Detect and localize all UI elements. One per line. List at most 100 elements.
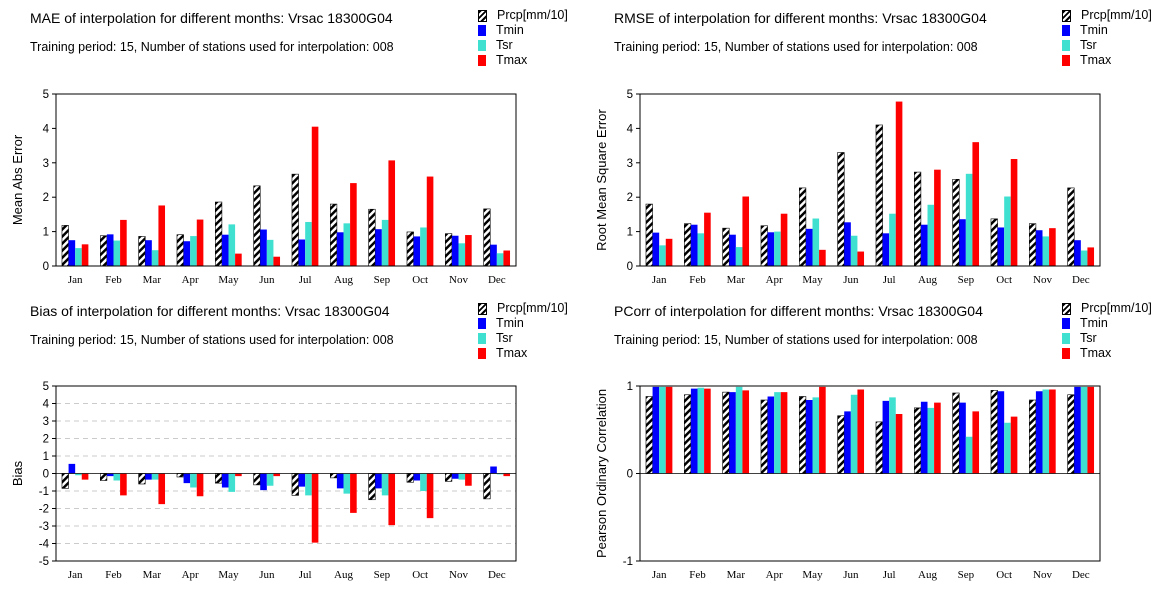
bar-tsr-feb: [697, 387, 705, 474]
legend-item-prcp: Prcp[mm/10]: [1062, 8, 1152, 23]
chart-subtitle: Training period: 15, Number of stations …: [30, 40, 394, 54]
legend-item-tsr: Tsr: [478, 331, 568, 346]
bar-tsr-sep: [381, 219, 389, 266]
x-tick-label: Jan: [68, 569, 83, 581]
x-tick-label: Apr: [766, 274, 783, 286]
bar-tsr-mar: [151, 250, 159, 266]
red-swatch-icon: [1062, 348, 1070, 359]
bar-tmax-dec: [503, 250, 511, 266]
bar-tmax-may: [819, 249, 826, 266]
y-tick-label: 0: [627, 469, 633, 481]
bar-tmax-apr: [196, 219, 204, 266]
bar-prcp-sep: [952, 179, 960, 267]
bar-tmax-jan: [81, 244, 89, 266]
bar-prcp-oct: [406, 473, 414, 483]
bar-tmin-aug: [920, 401, 928, 474]
y-tick-label: -2: [39, 504, 49, 516]
bar-tsr-jan: [659, 245, 666, 266]
y-tick-label: -1: [39, 486, 49, 498]
legend-label: Tsr: [496, 331, 513, 345]
bar-tsr-jul: [305, 473, 312, 496]
bar-tsr-mar: [735, 386, 743, 474]
bar-tmin-sep: [375, 229, 382, 266]
x-tick-label: Apr: [182, 569, 199, 581]
mae-panel: MAE of interpolation for different month…: [0, 0, 583, 294]
mae-plot: 0 1 2 3 4 5 Jan Feb Mar Apr May Jun Jul Aug Sep Oct Nov D…: [10, 89, 517, 286]
bar-tsr-oct: [420, 473, 427, 491]
legend-item-tsr: Tsr: [1062, 38, 1152, 53]
y-tick-label: 5: [43, 381, 49, 393]
legend-item-tmin: Tmin: [1062, 23, 1152, 38]
bar-prcp-sep: [368, 208, 376, 267]
bar-tmax-jun: [273, 256, 281, 266]
bar-tmax-feb: [704, 212, 711, 266]
x-tick-label: Dec: [488, 569, 506, 581]
bar-tmax-may: [819, 386, 826, 474]
hatch-swatch-icon: [1062, 302, 1071, 315]
bar-tmax-aug: [934, 169, 941, 266]
legend-label: Prcp[mm/10]: [497, 301, 568, 315]
legend-label: Prcp[mm/10]: [1081, 301, 1152, 315]
y-tick-label: -3: [39, 521, 49, 533]
x-tick-label: May: [802, 274, 823, 286]
bar-prcp-may: [799, 187, 807, 267]
y-tick-label: 5: [627, 89, 633, 101]
legend-label: Prcp[mm/10]: [497, 8, 568, 22]
y-tick-label: 3: [43, 158, 49, 170]
legend-item-tsr: Tsr: [1062, 331, 1152, 346]
bar-tmin-may: [221, 473, 229, 488]
bar-prcp-oct: [990, 390, 998, 474]
x-tick-label: Oct: [996, 569, 1012, 581]
legend-label: Tmax: [1080, 53, 1112, 67]
chart-subtitle: Training period: 15, Number of stations …: [614, 40, 978, 54]
bar-prcp-oct: [406, 231, 414, 267]
bar-tmin-jan: [652, 232, 660, 266]
plot-frame: [639, 93, 1101, 267]
bar-tmin-jun: [844, 222, 851, 266]
bar-tsr-aug: [343, 473, 351, 494]
x-tick-label: Jun: [259, 274, 275, 286]
bar-tmax-oct: [426, 473, 434, 519]
bar-tsr-jan: [75, 473, 82, 476]
bar-prcp-feb: [100, 473, 108, 481]
bar-tmin-jun: [260, 229, 267, 266]
y-tick-label: 4: [627, 123, 634, 135]
bar-tsr-sep: [381, 473, 389, 496]
bar-prcp-jun: [253, 473, 261, 486]
x-tick-label: Jun: [259, 569, 275, 581]
x-tick-label: Dec: [488, 274, 506, 286]
bar-tmax-feb: [120, 473, 127, 496]
bar-tmax-oct: [1010, 416, 1018, 474]
y-tick-label: 0: [43, 469, 49, 481]
y-tick-label: 2: [627, 192, 633, 204]
bar-prcp-apr: [176, 234, 184, 267]
hatch-swatch-icon: [1062, 9, 1071, 22]
bar-tmin-sep: [959, 402, 966, 474]
bar-tmax-jan: [665, 238, 673, 266]
bar-tmin-jul: [882, 400, 890, 474]
bar-tmax-nov: [1049, 228, 1056, 266]
bar-tsr-nov: [458, 243, 466, 266]
bar-tmin-aug: [336, 473, 344, 489]
bar-tmin-mar: [145, 473, 152, 480]
blue-swatch-icon: [1062, 318, 1070, 329]
bar-tmax-jan: [665, 386, 673, 474]
x-tick-label: Jul: [299, 274, 312, 286]
bar-prcp-aug: [329, 473, 338, 479]
x-tick-label: Mar: [727, 569, 746, 581]
bar-prcp-nov: [444, 233, 453, 267]
bar-tmin-apr: [767, 396, 775, 474]
bar-tmax-jul: [895, 101, 903, 266]
bar-tmin-may: [221, 234, 229, 266]
bar-prcp-aug: [913, 171, 922, 267]
x-tick-label: Jan: [652, 274, 667, 286]
turquoise-swatch-icon: [478, 40, 486, 51]
x-tick-label: Jun: [843, 569, 859, 581]
bar-tmin-feb: [690, 388, 698, 474]
bar-tmin-sep: [959, 219, 966, 266]
bar-tmax-feb: [120, 219, 127, 266]
bar-tmin-dec: [490, 244, 497, 266]
bar-tsr-apr: [190, 236, 197, 266]
bar-tmax-apr: [780, 213, 788, 266]
bar-tsr-nov: [1042, 389, 1050, 474]
